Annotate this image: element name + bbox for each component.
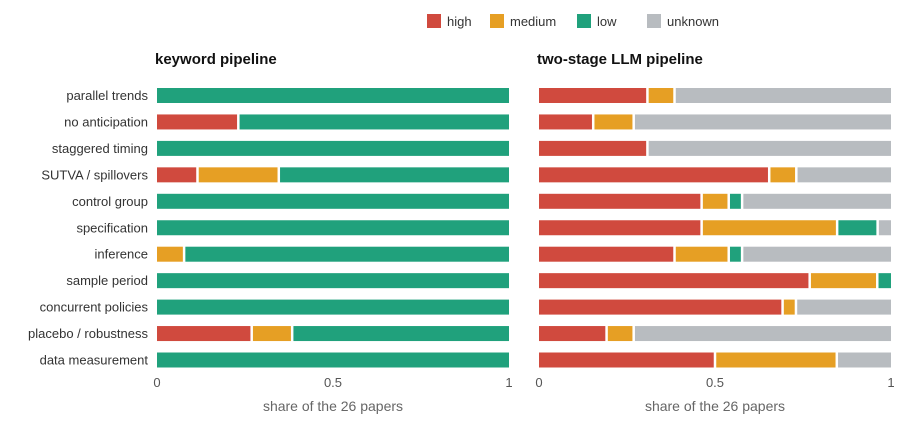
legend-label-medium: medium [510,14,556,29]
bar-segment-low [157,140,509,156]
bar-segment-high [539,167,768,183]
bar-segment-low [157,273,509,289]
legend-swatch-medium [490,14,504,28]
bar-segment-unknown [675,88,891,103]
category-label: concurrent policies [40,300,149,315]
bar-segment-low [157,193,509,209]
legend-label-low: low [597,14,617,29]
x-tick-label: 0 [535,375,542,390]
x-tick-label: 0.5 [324,375,342,390]
bar-segment-medium [252,326,291,342]
category-label: SUTVA / spillovers [41,167,148,182]
bar-segment-medium [607,326,633,342]
category-label: parallel trends [66,88,148,103]
x-axis-title: share of the 26 papers [645,398,785,414]
panel-title: two-stage LLM pipeline [537,51,703,68]
bar-segment-medium [157,246,183,262]
bar-segment-low [157,299,509,315]
bar-segment-low [280,167,509,183]
bar-segment-high [539,352,714,368]
bar-segment-low [157,88,509,103]
bar-segment-medium [716,352,836,368]
bar-segment-unknown [797,299,891,315]
bar-segment-low [838,220,877,236]
bar-segment-medium [810,273,877,289]
bar-segment-low [293,326,509,342]
category-label: data measurement [40,353,149,368]
bar-segment-low [878,273,891,289]
bar-segment-low [729,246,741,262]
bar-segment-medium [594,114,633,130]
bar-segment-unknown [634,114,891,130]
legend-swatch-high [427,14,441,28]
bar-segment-high [539,326,606,342]
bar-segment-unknown [797,167,891,183]
bar-segment-high [539,114,592,130]
category-label: specification [76,220,148,235]
category-label: staggered timing [52,141,148,156]
bar-segment-medium [648,88,674,103]
bar-segment-high [539,140,647,156]
bar-segment-medium [783,299,795,315]
category-label: placebo / robustness [28,326,148,341]
bar-segment-medium [702,193,728,209]
bar-segment-low [157,220,509,236]
category-label: control group [72,194,148,209]
bar-segment-high [539,299,782,315]
legend-swatch-unknown [647,14,661,28]
bar-segment-medium [702,220,836,236]
bar-segment-medium [770,167,796,183]
legend-swatch-low [577,14,591,28]
bar-segment-unknown [743,193,891,209]
bar-segment-unknown [634,326,891,342]
bar-segment-low [239,114,509,130]
category-label: inference [95,247,148,262]
x-tick-label: 0 [153,375,160,390]
bar-segment-high [539,193,701,209]
panel-title: keyword pipeline [155,51,277,68]
x-tick-label: 1 [887,375,894,390]
bar-segment-high [539,220,701,236]
bar-segment-unknown [648,140,891,156]
bar-segment-unknown [838,352,891,368]
bar-segment-medium [198,167,278,183]
legend-label-unknown: unknown [667,14,719,29]
bar-segment-unknown [743,246,891,262]
category-label: no anticipation [64,114,148,129]
bar-segment-high [539,88,647,103]
bar-segment-high [539,273,809,289]
bar-segment-unknown [878,220,891,236]
bar-segment-high [157,167,197,183]
legend-label-high: high [447,14,472,29]
bar-segment-high [539,246,674,262]
bar-segment-low [185,246,509,262]
x-tick-label: 0.5 [706,375,724,390]
bar-segment-low [729,193,741,209]
bar-segment-medium [675,246,728,262]
category-label: sample period [66,273,148,288]
bar-segment-high [157,326,251,342]
x-tick-label: 1 [505,375,512,390]
x-axis-title: share of the 26 papers [263,398,403,414]
bar-segment-high [157,114,238,130]
bar-segment-low [157,352,509,368]
